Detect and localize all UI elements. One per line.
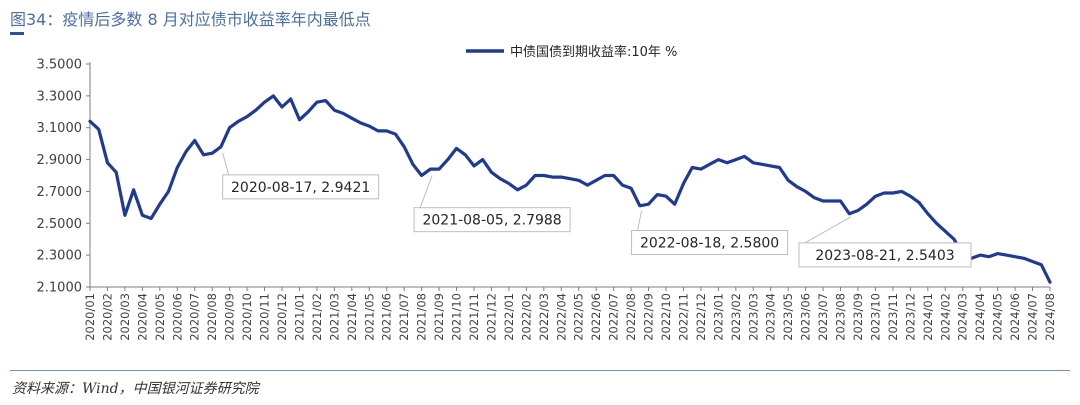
x-tick-label: 2021/02 bbox=[310, 293, 324, 341]
annotation-leader bbox=[419, 175, 433, 208]
x-axis: 2020/01 2020/02 2020/03 2020/04 2020/05 2020/… bbox=[83, 286, 1057, 341]
x-tick-label: 2022/12 bbox=[694, 293, 708, 341]
x-tick-label: 2024/02 bbox=[938, 293, 952, 341]
x-tick-label: 2020/04 bbox=[135, 293, 149, 341]
y-tick-label: 3.3000 bbox=[37, 89, 83, 104]
y-tick-label: 3.5000 bbox=[37, 58, 83, 73]
x-tick-label: 2020/06 bbox=[170, 293, 184, 341]
figure-header: 图34：疫情后多数 8 月对应债市收益率年内最低点 bbox=[10, 6, 1070, 35]
x-tick-label: 2022/09 bbox=[642, 293, 656, 341]
x-tick-label: 2023/04 bbox=[764, 293, 778, 341]
x-tick-label: 2020/07 bbox=[188, 293, 202, 341]
annotation-box bbox=[631, 230, 789, 256]
footer-divider bbox=[10, 370, 1070, 371]
legend: 中债国债到期收益率:10年 % bbox=[466, 44, 677, 60]
x-tick-label: 2021/07 bbox=[397, 293, 411, 341]
annotation-box bbox=[413, 207, 571, 233]
x-tick-label: 2023/09 bbox=[851, 293, 865, 341]
x-tick-label: 2021/06 bbox=[380, 293, 394, 341]
x-tick-label: 2023/12 bbox=[903, 293, 917, 341]
y-tick-label: 2.5000 bbox=[37, 217, 83, 232]
y-tick-label: 2.7000 bbox=[37, 185, 83, 200]
y-tick-label: 3.1000 bbox=[37, 121, 83, 136]
x-tick-label: 2021/08 bbox=[415, 293, 429, 341]
series-line bbox=[88, 94, 1052, 284]
x-tick-label: 2021/04 bbox=[345, 293, 359, 341]
x-tick-label: 2023/11 bbox=[886, 293, 900, 341]
x-tick-label: 2023/07 bbox=[816, 293, 830, 341]
x-tick-label: 2022/06 bbox=[589, 293, 603, 341]
x-tick-label: 2020/10 bbox=[240, 293, 254, 341]
x-tick-label: 2021/12 bbox=[484, 293, 498, 341]
annotation-label: 2023-08-21, 2.5403 bbox=[815, 248, 954, 264]
x-tick-label: 2024/06 bbox=[1008, 293, 1022, 341]
x-tick-label: 2020/11 bbox=[258, 293, 272, 341]
y-axis: 3.5000 3.3000 3.1000 2.9000 2.7000 2.5000 2.30… bbox=[37, 58, 91, 296]
x-tick-label: 2022/02 bbox=[519, 293, 533, 341]
x-tick-label: 2022/11 bbox=[676, 293, 690, 341]
annotation-label: 2021-08-05, 2.7988 bbox=[422, 213, 561, 229]
x-tick-label: 2021/11 bbox=[467, 293, 481, 341]
x-tick-label: 2024/07 bbox=[1026, 293, 1040, 341]
annotation-box bbox=[798, 242, 972, 268]
x-tick-label: 2021/03 bbox=[327, 293, 341, 341]
x-tick-label: 2023/10 bbox=[868, 293, 882, 341]
x-tick-label: 2023/03 bbox=[746, 293, 760, 341]
x-tick-label: 2023/05 bbox=[781, 293, 795, 341]
x-tick-label: 2020/05 bbox=[153, 293, 167, 341]
y-tick-label: 2.3000 bbox=[37, 249, 83, 264]
x-tick-label: 2022/08 bbox=[624, 293, 638, 341]
annotation-leader bbox=[637, 210, 643, 231]
x-tick-label: 2021/10 bbox=[450, 293, 464, 341]
x-tick-label: 2023/01 bbox=[711, 293, 725, 341]
x-tick-label: 2020/08 bbox=[205, 293, 219, 341]
figure-title: 图34：疫情后多数 8 月对应债市收益率年内最低点 bbox=[10, 10, 371, 29]
source-note: 资料来源：Wind，中国银河证券研究院 bbox=[12, 381, 259, 397]
x-tick-label: 2024/04 bbox=[973, 293, 987, 341]
x-tick-label: 2022/07 bbox=[607, 293, 621, 341]
legend-label: 中债国债到期收益率:10年 % bbox=[510, 44, 677, 60]
y-tick-label: 2.1000 bbox=[37, 281, 83, 296]
x-tick-label: 2023/08 bbox=[834, 293, 848, 341]
x-tick-label: 2024/03 bbox=[956, 293, 970, 341]
x-tick-label: 2022/01 bbox=[502, 293, 516, 341]
x-tick-label: 2022/05 bbox=[572, 293, 586, 341]
x-tick-label: 2024/08 bbox=[1043, 293, 1057, 341]
x-tick-label: 2020/01 bbox=[83, 293, 97, 341]
x-tick-label: 2022/03 bbox=[537, 293, 551, 341]
x-tick-label: 2020/02 bbox=[100, 293, 114, 341]
y-tick-label: 2.9000 bbox=[37, 153, 83, 168]
plot-area bbox=[88, 94, 1052, 284]
annotations: 2020-08-17, 2.9421 2021-08-05, 2.7988 2022… bbox=[222, 152, 972, 268]
annotation-leader bbox=[804, 216, 852, 244]
x-tick-label: 2020/09 bbox=[223, 293, 237, 341]
annotation-box bbox=[222, 174, 380, 200]
title-underline bbox=[10, 32, 24, 35]
x-tick-label: 2023/06 bbox=[799, 293, 813, 341]
x-tick-label: 2022/04 bbox=[554, 293, 568, 341]
annotation-label: 2020-08-17, 2.9421 bbox=[231, 180, 370, 196]
x-tick-label: 2021/09 bbox=[432, 293, 446, 341]
annotation-label: 2022-08-18, 2.5800 bbox=[640, 236, 779, 252]
x-tick-label: 2020/12 bbox=[275, 293, 289, 341]
x-tick-label: 2023/02 bbox=[729, 293, 743, 341]
x-tick-label: 2022/10 bbox=[659, 293, 673, 341]
annotation-leader bbox=[222, 152, 230, 175]
x-tick-label: 2021/05 bbox=[362, 293, 376, 341]
x-tick-label: 2024/05 bbox=[991, 293, 1005, 341]
line-chart: 3.5000 3.3000 3.1000 2.9000 2.7000 2.5000 2.30… bbox=[37, 44, 1058, 341]
x-tick-label: 2024/01 bbox=[921, 293, 935, 341]
x-tick-label: 2021/01 bbox=[292, 293, 306, 341]
x-tick-label: 2020/03 bbox=[118, 293, 132, 341]
